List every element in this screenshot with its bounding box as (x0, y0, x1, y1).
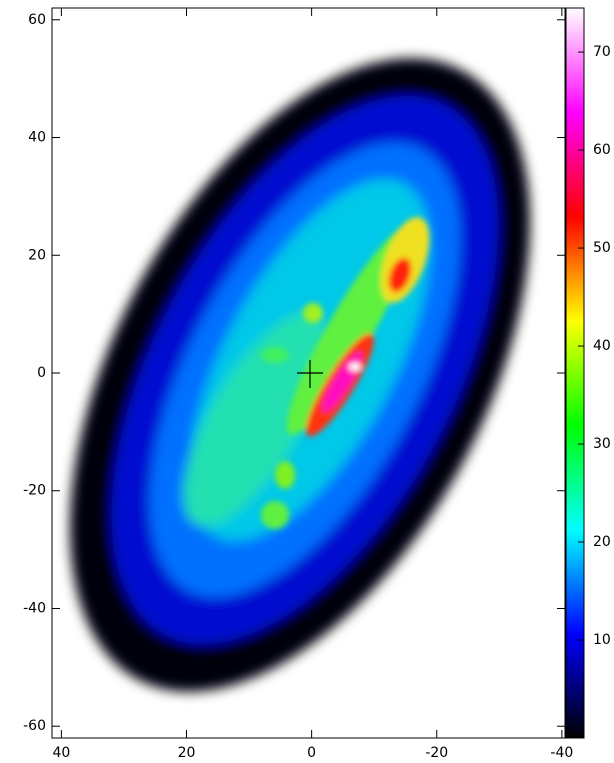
y-tick-label: 20 (28, 247, 46, 263)
x-tick-label: 40 (52, 745, 70, 761)
colorbar-tick-label: 50 (593, 240, 611, 256)
x-tick-label: -20 (425, 745, 448, 761)
colorbar-tick-label: 20 (593, 534, 611, 550)
colorbar-tick-label: 10 (593, 632, 611, 648)
y-tick-label: -60 (23, 718, 46, 734)
y-tick-label: 0 (37, 365, 46, 381)
x-tick-label: -40 (550, 745, 573, 761)
x-tick-label: 0 (307, 745, 316, 761)
x-tick-label: 20 (178, 745, 196, 761)
colorbar (565, 7, 585, 739)
y-tick-label: 60 (28, 12, 46, 28)
colorbar-tick-label: 30 (593, 436, 611, 452)
y-tick-label: 40 (28, 130, 46, 146)
colorbar-tick-label: 70 (593, 44, 611, 60)
y-tick-label: -20 (23, 483, 46, 499)
colorbar-tick-label: 40 (593, 338, 611, 354)
colorbar-tick-label: 60 (593, 142, 611, 158)
y-tick-label: -40 (23, 600, 46, 616)
